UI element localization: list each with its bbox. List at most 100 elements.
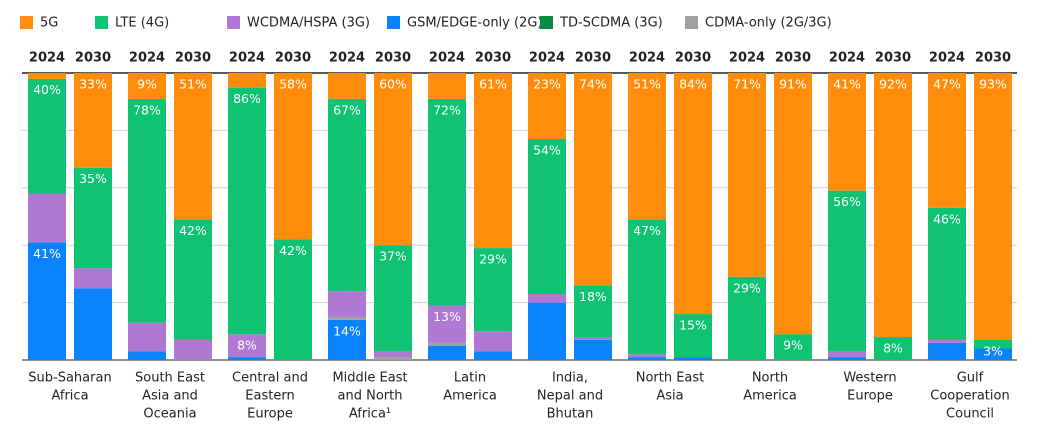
value-label: 35% (79, 171, 107, 186)
group-label: Oceania (143, 407, 196, 422)
legend-swatch (95, 16, 108, 29)
value-label: 37% (379, 249, 407, 264)
bar-segment (374, 73, 412, 246)
bar-segment (374, 357, 412, 360)
bar-segment (528, 139, 566, 294)
value-label: 54% (533, 143, 561, 158)
x-tick-label: 2030 (675, 51, 711, 66)
x-tick-label: 2030 (275, 51, 311, 66)
value-label: 84% (679, 77, 707, 92)
bar-segment (474, 331, 512, 352)
bar-segment (528, 73, 566, 140)
bar-segment (828, 351, 866, 358)
group-label: Council (946, 407, 994, 422)
value-label: 8% (237, 338, 257, 353)
legend-swatch (387, 16, 400, 29)
value-label: 41% (833, 77, 861, 92)
bar-segment (674, 314, 712, 358)
group-label: Asia (656, 389, 683, 404)
bar-segment (628, 357, 666, 360)
bar-segment (74, 288, 112, 360)
value-label: 40% (33, 82, 61, 97)
x-tick-label: 2024 (929, 51, 965, 66)
value-label: 13% (433, 309, 461, 324)
bar-segment (774, 334, 812, 360)
x-tick-label: 2030 (775, 51, 811, 66)
bar-segment (928, 339, 966, 343)
bar-segment (174, 219, 212, 340)
x-tick-label: 2024 (629, 51, 665, 66)
value-label: 29% (479, 252, 507, 267)
legend-swatch (540, 16, 553, 29)
bar-segment (228, 87, 266, 335)
group-label: Europe (247, 407, 293, 422)
value-label: 67% (333, 102, 361, 117)
bar-segment (574, 73, 612, 286)
group-label: Nepal and (537, 389, 603, 404)
value-label: 78% (133, 102, 161, 117)
group-label: India, (552, 371, 588, 386)
x-tick-label: 2030 (475, 51, 511, 66)
bar-segment (428, 73, 466, 99)
x-tick-label: 2030 (975, 51, 1011, 66)
value-label: 92% (879, 77, 907, 92)
bar-segment (528, 293, 566, 303)
group-label: North East (636, 371, 705, 386)
value-label: 47% (633, 223, 661, 238)
legend-label: WCDMA/HSPA (3G) (247, 16, 370, 31)
bar-segment (728, 73, 766, 277)
value-label: 46% (933, 211, 961, 226)
legend-label: 5G (40, 16, 58, 31)
legend-label: TD-SCDMA (3G) (559, 16, 663, 31)
bar-segment (974, 73, 1012, 340)
bar-segment (928, 73, 966, 208)
value-label: 18% (579, 289, 607, 304)
value-label: 9% (783, 338, 803, 353)
bar-segment (574, 339, 612, 360)
value-label: 9% (137, 77, 157, 92)
value-label: 51% (633, 77, 661, 92)
bar-segment (228, 334, 266, 358)
group-label: Africa¹ (349, 407, 391, 422)
x-tick-label: 2024 (529, 51, 565, 66)
group-label: Gulf (957, 371, 984, 386)
bar-segment (128, 351, 166, 360)
value-label: 29% (733, 280, 761, 295)
bar-segment (828, 73, 866, 191)
legend-label: LTE (4G) (115, 16, 169, 31)
value-label: 42% (279, 243, 307, 258)
bar-segment (928, 342, 966, 360)
value-label: 33% (79, 77, 107, 92)
bar-segment (328, 319, 366, 360)
bar-segment (128, 98, 166, 323)
bar-segment (174, 339, 212, 360)
x-tick-label: 2024 (129, 51, 165, 66)
legend-label: GSM/EDGE-only (2G) (407, 16, 542, 31)
x-tick-label: 2030 (175, 51, 211, 66)
legend-label: CDMA-only (2G/3G) (705, 16, 832, 31)
value-label: 72% (433, 102, 461, 117)
bar-segment (528, 302, 566, 360)
value-label: 74% (579, 77, 607, 92)
bar-segment (674, 357, 712, 360)
x-tick-label: 2024 (229, 51, 265, 66)
bar-segment (228, 357, 266, 360)
value-label: 42% (179, 223, 207, 238)
bar-segment (74, 73, 112, 168)
bar-segment (28, 78, 66, 194)
bar-segment (128, 322, 166, 352)
bar-segment (428, 345, 466, 360)
x-tick-label: 2024 (29, 51, 65, 66)
bar-segment (128, 73, 166, 99)
group-label: Latin (454, 371, 486, 386)
legend-swatch (227, 16, 240, 29)
value-label: 61% (479, 77, 507, 92)
group-label: and North (338, 389, 403, 404)
group-label: Europe (847, 389, 893, 404)
group-label: America (743, 389, 797, 404)
legend-swatch (685, 16, 698, 29)
value-label: 14% (333, 323, 361, 338)
x-tick-label: 2030 (875, 51, 911, 66)
group-label: Central and (232, 371, 308, 386)
bar-segment (428, 342, 466, 346)
